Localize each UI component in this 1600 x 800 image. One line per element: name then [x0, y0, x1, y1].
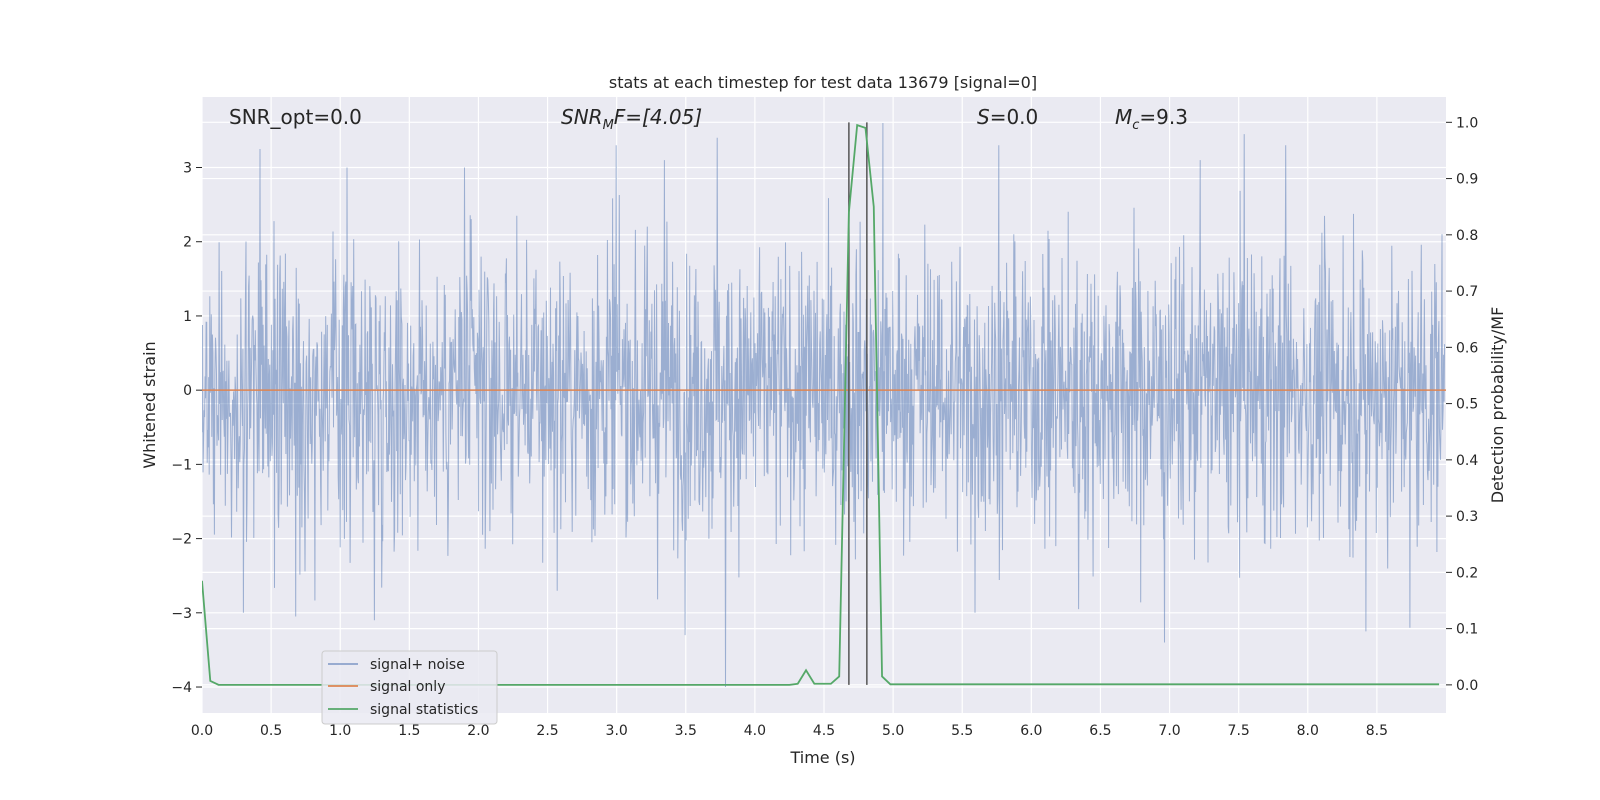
y-tick-label: −1 — [171, 457, 192, 473]
annotation-snr-mf-main: SNR — [561, 105, 603, 129]
x-tick-label: 0.5 — [260, 723, 282, 739]
legend-label-signal-noise: signal+ noise — [370, 657, 465, 673]
chart-title: stats at each timestep for test data 136… — [609, 73, 1037, 92]
y-tick-label: −2 — [171, 532, 192, 548]
x-tick-label: 7.0 — [1158, 723, 1180, 739]
y2-axis-label: Detection probability/MF — [1488, 307, 1507, 504]
x-tick-label: 5.5 — [951, 723, 973, 739]
y2-tick-label: 0.8 — [1456, 228, 1478, 244]
y-tick-label: 3 — [183, 161, 192, 177]
y2-tick-label: 0.1 — [1456, 622, 1478, 638]
annotation-mc-main: M — [1115, 105, 1132, 129]
annotation-snr-mf-rest: F=[4.05] — [614, 105, 702, 129]
x-tick-label: 7.5 — [1228, 723, 1250, 739]
x-tick-label: 8.5 — [1366, 723, 1388, 739]
x-tick-label: 4.0 — [744, 723, 766, 739]
y2-tick-label: 0.2 — [1456, 565, 1478, 581]
x-tick-label: 3.0 — [606, 723, 628, 739]
annotation-snr-opt: SNR_opt=0.0 — [229, 105, 362, 129]
x-tick-label: 5.0 — [882, 723, 904, 739]
annotation-s: S=0.0 — [977, 105, 1038, 129]
x-tick-label: 4.5 — [813, 723, 835, 739]
annotation-s-main: S — [977, 105, 990, 129]
y2-tick-label: 1.0 — [1456, 115, 1478, 131]
x-tick-label: 6.5 — [1089, 723, 1111, 739]
ticks-layer: 0.0 0.5 1.0 1.5 2.0 2.5 3.0 3.5 4.0 4.5 5.0 5.5 6.0 6… — [171, 115, 1478, 739]
x-tick-label: 3.5 — [675, 723, 697, 739]
y2-tick-label: 0.9 — [1456, 172, 1478, 188]
y-axis-label: Whitened strain — [140, 341, 159, 468]
y2-tick-label: 0.4 — [1456, 453, 1478, 469]
y-tick-label: 2 — [183, 235, 192, 251]
y-tick-label: −3 — [171, 606, 192, 622]
legend-box — [321, 650, 498, 725]
annotation-mc-rest: =9.3 — [1139, 105, 1188, 129]
x-tick-label: 6.0 — [1020, 723, 1042, 739]
y-tick-label: 0 — [183, 383, 192, 399]
annotation-mc-sub: c — [1132, 118, 1139, 133]
annotation-snr-mf: SNRMF=[4.05] — [561, 105, 702, 133]
y2-tick-label: 0.0 — [1456, 678, 1478, 694]
series-line-signal-noise — [202, 122, 1446, 688]
y2-tick-label: 0.7 — [1456, 284, 1478, 300]
x-tick-label: 8.0 — [1297, 723, 1319, 739]
annotation-mc: Mc=9.3 — [1115, 105, 1188, 133]
annotation-s-rest: =0.0 — [990, 105, 1039, 129]
annotation-snr-mf-sub: M — [603, 118, 614, 133]
x-tick-label: 2.5 — [536, 723, 558, 739]
x-tick-label: 0.0 — [191, 723, 213, 739]
legend: signal+ noise signal only signal statist… — [321, 650, 498, 725]
series-line-signal-statistics — [202, 123, 1440, 686]
legend-label-signal-only: signal only — [370, 679, 445, 695]
legend-label-signal-statistics: signal statistics — [370, 702, 478, 718]
y2-tick-label: 0.3 — [1456, 509, 1478, 525]
y2-tick-label: 0.6 — [1456, 340, 1478, 356]
y-tick-label: −4 — [171, 680, 192, 696]
x-tick-label: 1.0 — [329, 723, 351, 739]
x-tick-label: 1.5 — [398, 723, 420, 739]
y-tick-label: 1 — [183, 309, 192, 325]
x-tick-label: 2.0 — [467, 723, 489, 739]
series-layer — [202, 122, 1446, 688]
y2-tick-label: 0.5 — [1456, 397, 1478, 413]
x-axis-label: Time (s) — [789, 748, 855, 767]
